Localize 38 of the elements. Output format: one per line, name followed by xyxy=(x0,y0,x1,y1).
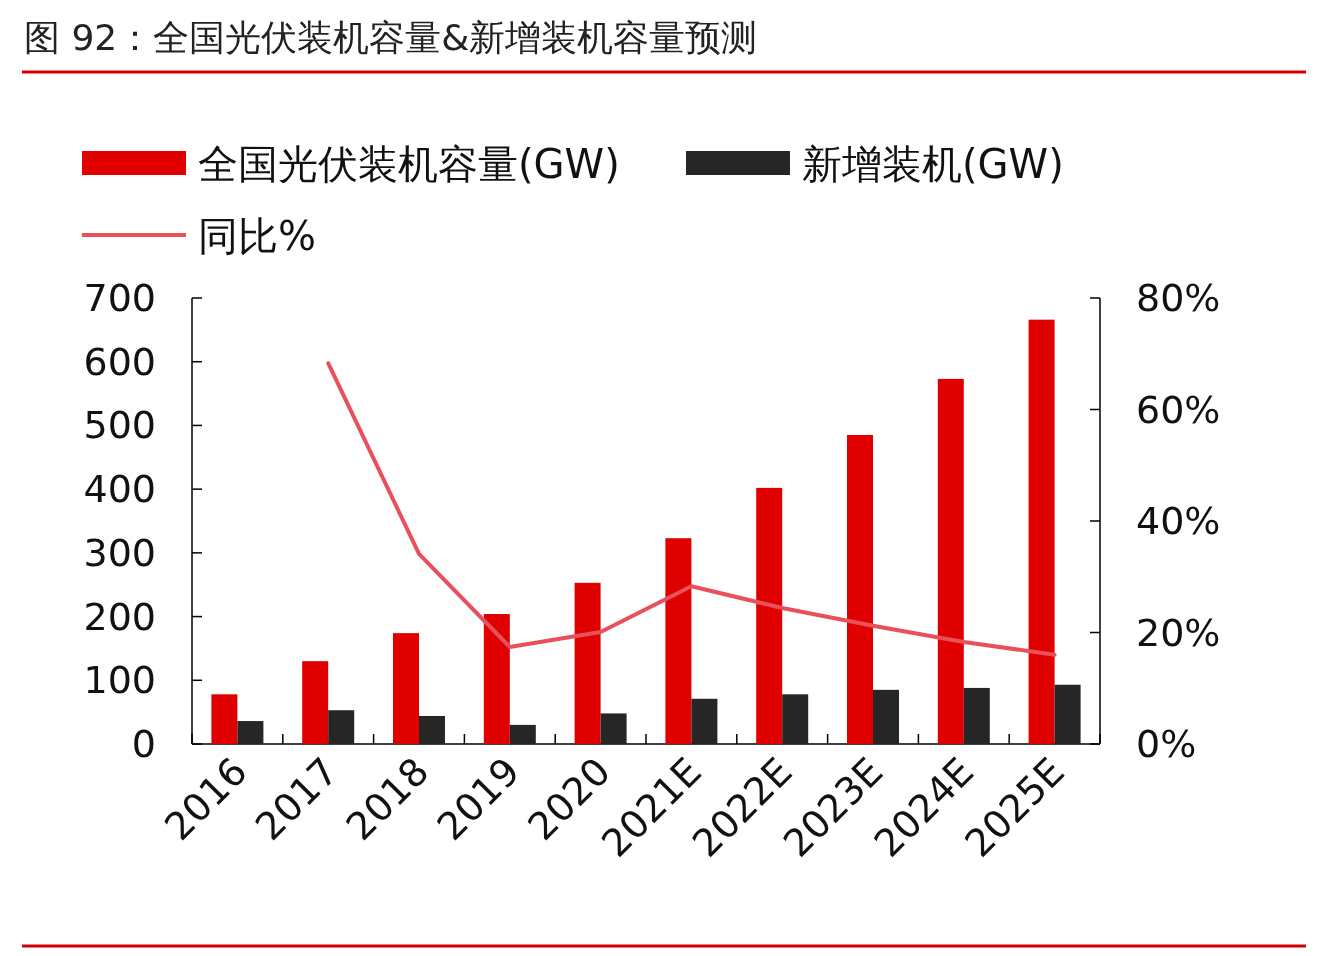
bar xyxy=(509,724,536,744)
y2-tick-label: 80% xyxy=(1136,276,1221,320)
y2-tick-label: 60% xyxy=(1136,387,1221,432)
y-tick-label: 400 xyxy=(83,467,156,512)
y2-tick-label: 40% xyxy=(1136,499,1221,543)
legend-label: 全国光伏装机容量(GW) xyxy=(198,141,620,187)
bar xyxy=(483,614,510,744)
bar xyxy=(691,698,718,744)
chart-title: 图 92：全国光伏装机容量&新增装机容量预测 xyxy=(24,17,758,58)
bar xyxy=(937,378,964,744)
bar xyxy=(237,721,264,744)
y-tick-label: 600 xyxy=(83,339,156,384)
bar xyxy=(302,661,329,744)
bar xyxy=(393,633,419,744)
y2-tick-label: 20% xyxy=(1136,610,1221,655)
y-tick-label: 700 xyxy=(83,276,156,320)
bar xyxy=(847,434,873,744)
bar xyxy=(211,694,238,744)
y-tick-label: 300 xyxy=(83,530,156,575)
bar xyxy=(419,715,445,744)
y-tick-label: 0 xyxy=(131,722,156,766)
legend-label: 同比% xyxy=(198,213,317,259)
bar xyxy=(756,487,783,744)
bar xyxy=(963,687,990,744)
bar xyxy=(600,713,627,744)
y-tick-label: 100 xyxy=(83,658,156,703)
bar xyxy=(574,582,601,744)
bar xyxy=(665,538,692,744)
bar xyxy=(1054,684,1081,744)
bar xyxy=(328,710,355,744)
line-series xyxy=(326,361,1057,657)
y-tick-label: 200 xyxy=(83,594,156,639)
y2-tick-label: 0% xyxy=(1136,722,1197,766)
y-tick-label: 500 xyxy=(83,403,156,448)
bar xyxy=(1028,319,1055,744)
bar xyxy=(782,694,809,744)
legend-label: 新增装机(GW) xyxy=(802,141,1064,187)
bar xyxy=(873,689,899,744)
